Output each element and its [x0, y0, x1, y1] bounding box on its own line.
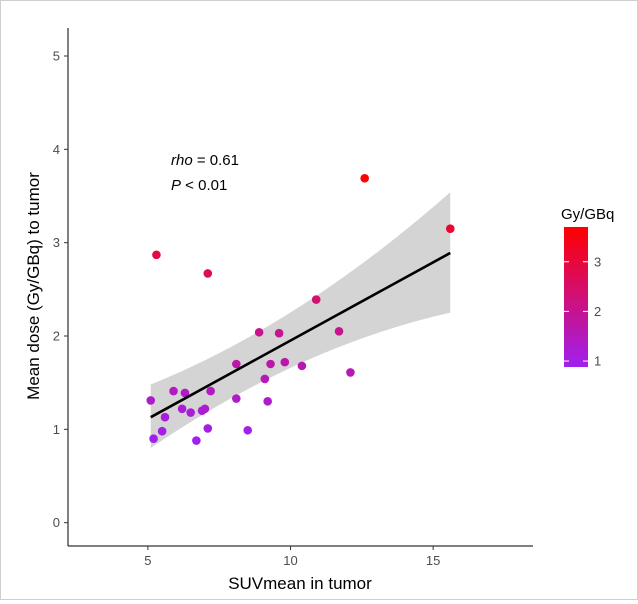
y-tick-label: 0	[53, 515, 60, 530]
data-point	[297, 361, 307, 371]
data-point	[203, 424, 213, 433]
y-tick-label: 3	[53, 235, 60, 250]
data-point	[311, 295, 321, 304]
data-point	[206, 386, 215, 396]
data-points-layer	[146, 173, 455, 445]
data-point	[263, 397, 272, 406]
p-value: < 0.01	[181, 177, 227, 194]
confidence-band-layer	[150, 192, 451, 448]
stat-annotation: rho = 0.61	[171, 152, 239, 169]
data-point	[280, 357, 290, 367]
y-axis-title: Mean dose (Gy/GBq) to tumor	[24, 172, 43, 400]
data-point	[160, 412, 170, 422]
axes-layer: 5 10 15 0 1 2 3 4 5	[53, 28, 533, 568]
data-point	[169, 386, 178, 396]
legend-ticks: 1 2 3	[564, 254, 601, 369]
x-axis-title: SUVmean in tumor	[228, 574, 372, 593]
data-point	[334, 327, 344, 336]
data-point	[360, 173, 369, 183]
data-point	[157, 426, 167, 436]
data-point	[203, 269, 213, 278]
x-tick-label: 5	[144, 553, 151, 568]
data-point	[266, 359, 275, 369]
legend-tick-label: 3	[594, 254, 601, 269]
y-tick-label: 4	[53, 142, 60, 157]
data-point	[177, 404, 187, 414]
data-point	[274, 328, 284, 338]
data-point	[346, 368, 355, 377]
data-point	[192, 436, 201, 445]
x-tick-label: 10	[283, 553, 297, 568]
data-point	[186, 408, 195, 417]
legend-colorbar	[564, 227, 588, 367]
y-tick-label: 5	[53, 49, 60, 64]
data-point	[180, 388, 190, 398]
legend-tick-label: 1	[594, 354, 601, 369]
data-point	[200, 404, 210, 414]
data-point	[260, 374, 270, 384]
regression-line	[150, 251, 451, 419]
x-tick-label: 15	[426, 553, 440, 568]
data-point	[445, 224, 455, 233]
data-point	[232, 359, 241, 369]
p-annotation: P < 0.01	[171, 177, 227, 194]
data-point	[152, 250, 161, 260]
data-point	[146, 396, 156, 405]
confidence-band	[150, 192, 451, 448]
stat-value: = 0.61	[193, 152, 239, 169]
p-label: P	[171, 177, 181, 194]
regression-line-layer	[150, 251, 451, 419]
y-tick-label: 2	[53, 329, 60, 344]
legend-title: Gy/GBq	[561, 206, 614, 223]
legend-tick-label: 2	[594, 304, 601, 319]
y-tick-label: 1	[53, 422, 60, 437]
stat-label: rho	[171, 152, 193, 169]
data-point	[254, 327, 264, 337]
color-legend: Gy/GBq 1 2 3	[561, 206, 614, 369]
data-point	[149, 434, 158, 443]
data-point	[243, 425, 253, 435]
data-point	[232, 394, 241, 403]
